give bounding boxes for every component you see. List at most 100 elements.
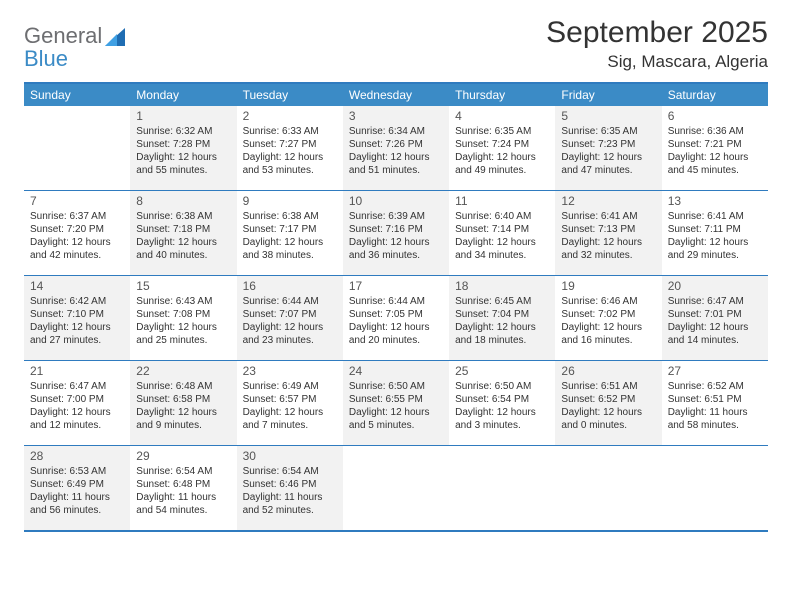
daylight-text: Daylight: 12 hours and 38 minutes. — [243, 236, 337, 262]
sunset-text: Sunset: 6:57 PM — [243, 393, 337, 406]
day-number: 4 — [455, 109, 549, 123]
logo-word1: General — [24, 24, 102, 47]
day-number: 16 — [243, 279, 337, 293]
daylight-text: Daylight: 11 hours and 52 minutes. — [243, 491, 337, 517]
day-of-week-header: Sunday Monday Tuesday Wednesday Thursday… — [24, 84, 768, 106]
day-info: Sunrise: 6:45 AMSunset: 7:04 PMDaylight:… — [455, 295, 549, 347]
sunrise-text: Sunrise: 6:42 AM — [30, 295, 124, 308]
day-info: Sunrise: 6:46 AMSunset: 7:02 PMDaylight:… — [561, 295, 655, 347]
sunset-text: Sunset: 7:00 PM — [30, 393, 124, 406]
day-cell: 27 Sunrise: 6:52 AMSunset: 6:51 PMDayligh… — [662, 361, 768, 445]
sunrise-text: Sunrise: 6:32 AM — [136, 125, 230, 138]
dow-tuesday: Tuesday — [237, 84, 343, 106]
dow-friday: Friday — [555, 84, 661, 106]
day-number: 11 — [455, 194, 549, 208]
day-info: Sunrise: 6:41 AMSunset: 7:13 PMDaylight:… — [561, 210, 655, 262]
day-cell: 15Sunrise: 6:43 AMSunset: 7:08 PMDayligh… — [130, 276, 236, 360]
sunset-text: Sunset: 7:21 PM — [668, 138, 762, 151]
day-number: 28 — [30, 449, 124, 463]
sunset-text: Sunset: 6:49 PM — [30, 478, 124, 491]
day-info: Sunrise: 6:50 AMSunset: 6:55 PMDaylight:… — [349, 380, 443, 432]
day-cell: 19Sunrise: 6:46 AMSunset: 7:02 PMDayligh… — [555, 276, 661, 360]
day-number: 24 — [349, 364, 443, 378]
day-number: 5 — [561, 109, 655, 123]
day-cell: 1 Sunrise: 6:32 AMSunset: 7:28 PMDaylight… — [130, 106, 236, 190]
daylight-text: Daylight: 11 hours and 58 minutes. — [668, 406, 762, 432]
sunrise-text: Sunrise: 6:40 AM — [455, 210, 549, 223]
dow-sunday: Sunday — [24, 84, 130, 106]
day-cell — [555, 446, 661, 530]
day-cell: 21Sunrise: 6:47 AMSunset: 7:00 PMDayligh… — [24, 361, 130, 445]
sunset-text: Sunset: 7:11 PM — [668, 223, 762, 236]
sunrise-text: Sunrise: 6:54 AM — [136, 465, 230, 478]
day-cell — [24, 106, 130, 190]
sunrise-text: Sunrise: 6:39 AM — [349, 210, 443, 223]
day-cell: 29 Sunrise: 6:54 AMSunset: 6:48 PMDayligh… — [130, 446, 236, 530]
sunset-text: Sunset: 6:51 PM — [668, 393, 762, 406]
sunset-text: Sunset: 7:23 PM — [561, 138, 655, 151]
daylight-text: Daylight: 12 hours and 40 minutes. — [136, 236, 230, 262]
daylight-text: Daylight: 12 hours and 14 minutes. — [668, 321, 762, 347]
sunrise-text: Sunrise: 6:35 AM — [455, 125, 549, 138]
sunrise-text: Sunrise: 6:34 AM — [349, 125, 443, 138]
sunset-text: Sunset: 7:13 PM — [561, 223, 655, 236]
sunrise-text: Sunrise: 6:49 AM — [243, 380, 337, 393]
sunset-text: Sunset: 7:16 PM — [349, 223, 443, 236]
title-block: September 2025 Sig, Mascara, Algeria — [546, 16, 768, 72]
dow-thursday: Thursday — [449, 84, 555, 106]
sunrise-text: Sunrise: 6:50 AM — [349, 380, 443, 393]
sunset-text: Sunset: 6:46 PM — [243, 478, 337, 491]
sunrise-text: Sunrise: 6:41 AM — [561, 210, 655, 223]
day-cell: 16 Sunrise: 6:44 AMSunset: 7:07 PMDayligh… — [237, 276, 343, 360]
day-number: 29 — [136, 449, 230, 463]
day-cell: 25Sunrise: 6:50 AMSunset: 6:54 PMDayligh… — [449, 361, 555, 445]
daylight-text: Daylight: 12 hours and 45 minutes. — [668, 151, 762, 177]
sunrise-text: Sunrise: 6:51 AM — [561, 380, 655, 393]
daylight-text: Daylight: 12 hours and 18 minutes. — [455, 321, 549, 347]
daylight-text: Daylight: 12 hours and 36 minutes. — [349, 236, 443, 262]
daylight-text: Daylight: 12 hours and 23 minutes. — [243, 321, 337, 347]
sunrise-text: Sunrise: 6:52 AM — [668, 380, 762, 393]
day-info: Sunrise: 6:41 AMSunset: 7:11 PMDaylight:… — [668, 210, 762, 262]
day-info: Sunrise: 6:38 AMSunset: 7:18 PMDaylight:… — [136, 210, 230, 262]
daylight-text: Daylight: 12 hours and 51 minutes. — [349, 151, 443, 177]
day-info: Sunrise: 6:42 AMSunset: 7:10 PMDaylight:… — [30, 295, 124, 347]
sunset-text: Sunset: 7:24 PM — [455, 138, 549, 151]
day-cell — [343, 446, 449, 530]
sunrise-text: Sunrise: 6:38 AM — [136, 210, 230, 223]
day-info: Sunrise: 6:48 AMSunset: 6:58 PMDaylight:… — [136, 380, 230, 432]
daylight-text: Daylight: 12 hours and 0 minutes. — [561, 406, 655, 432]
day-cell: 20Sunrise: 6:47 AMSunset: 7:01 PMDayligh… — [662, 276, 768, 360]
logo-text: General Blue — [24, 24, 102, 70]
daylight-text: Daylight: 12 hours and 7 minutes. — [243, 406, 337, 432]
day-info: Sunrise: 6:38 AMSunset: 7:17 PMDaylight:… — [243, 210, 337, 262]
sunset-text: Sunset: 6:48 PM — [136, 478, 230, 491]
sunset-text: Sunset: 7:26 PM — [349, 138, 443, 151]
day-number: 27 — [668, 364, 762, 378]
day-number: 1 — [136, 109, 230, 123]
day-cell: 6Sunrise: 6:36 AMSunset: 7:21 PMDaylight… — [662, 106, 768, 190]
sunset-text: Sunset: 7:28 PM — [136, 138, 230, 151]
sunrise-text: Sunrise: 6:45 AM — [455, 295, 549, 308]
sunrise-text: Sunrise: 6:53 AM — [30, 465, 124, 478]
day-info: Sunrise: 6:40 AMSunset: 7:14 PMDaylight:… — [455, 210, 549, 262]
day-info: Sunrise: 6:44 AMSunset: 7:07 PMDaylight:… — [243, 295, 337, 347]
sunrise-text: Sunrise: 6:41 AM — [668, 210, 762, 223]
day-number: 12 — [561, 194, 655, 208]
day-number: 22 — [136, 364, 230, 378]
dow-saturday: Saturday — [662, 84, 768, 106]
sunset-text: Sunset: 6:58 PM — [136, 393, 230, 406]
daylight-text: Daylight: 12 hours and 53 minutes. — [243, 151, 337, 177]
week-row: 21Sunrise: 6:47 AMSunset: 7:00 PMDayligh… — [24, 360, 768, 445]
day-info: Sunrise: 6:54 AMSunset: 6:48 PMDaylight:… — [136, 465, 230, 517]
daylight-text: Daylight: 12 hours and 47 minutes. — [561, 151, 655, 177]
day-cell: 12 Sunrise: 6:41 AMSunset: 7:13 PMDayligh… — [555, 191, 661, 275]
daylight-text: Daylight: 12 hours and 16 minutes. — [561, 321, 655, 347]
day-cell: 28Sunrise: 6:53 AMSunset: 6:49 PMDayligh… — [24, 446, 130, 530]
day-cell: 17Sunrise: 6:44 AMSunset: 7:05 PMDayligh… — [343, 276, 449, 360]
day-cell: 11 Sunrise: 6:40 AMSunset: 7:14 PMDayligh… — [449, 191, 555, 275]
logo-word2: Blue — [24, 47, 102, 70]
day-cell: 30Sunrise: 6:54 AMSunset: 6:46 PMDayligh… — [237, 446, 343, 530]
daylight-text: Daylight: 12 hours and 55 minutes. — [136, 151, 230, 177]
daylight-text: Daylight: 12 hours and 9 minutes. — [136, 406, 230, 432]
